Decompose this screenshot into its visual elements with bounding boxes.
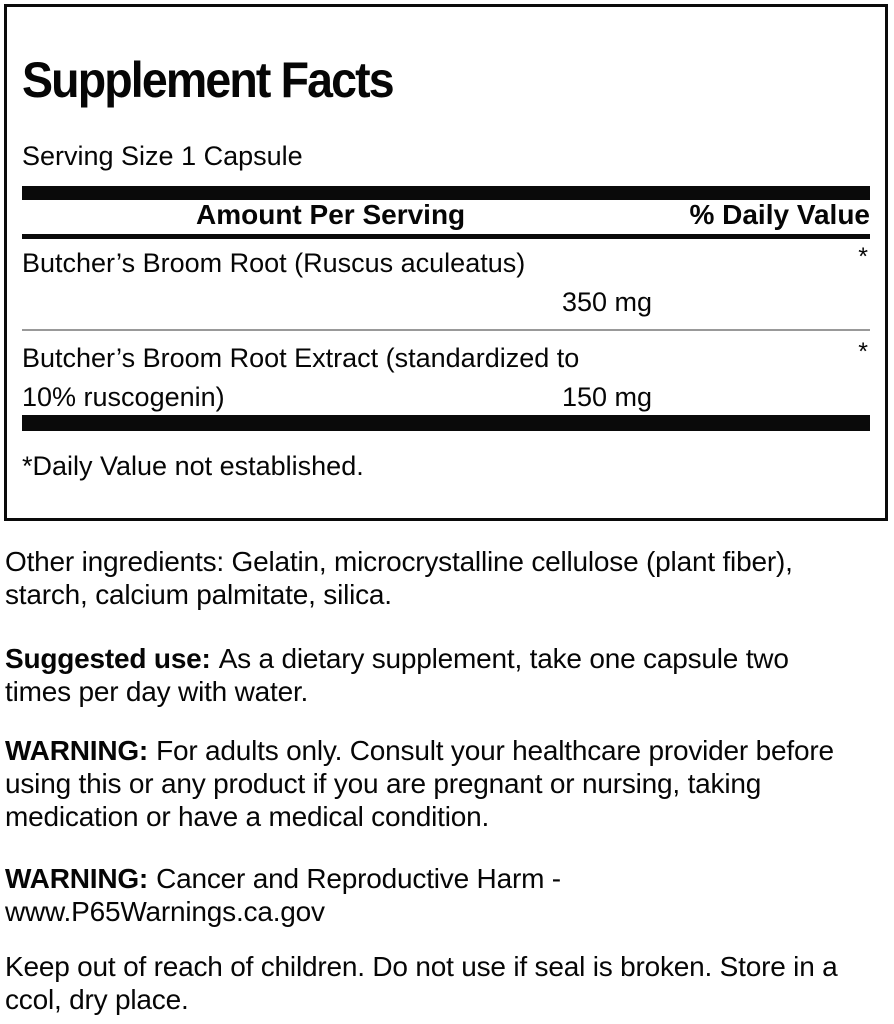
daily-value-header: % Daily Value xyxy=(689,199,870,230)
suggested-use-label: Suggested use: xyxy=(5,643,211,674)
separator-bar-thick-top xyxy=(22,186,870,200)
other-ingredients-text: Other ingredients: Gelatin, microcrystal… xyxy=(5,546,793,610)
warning-adults-body: For adults only. Consult your healthcare… xyxy=(5,735,834,832)
daily-value-asterisk: * xyxy=(858,338,868,366)
storage-instructions-text: Keep out of reach of children. Do not us… xyxy=(5,951,838,1015)
warning-p65-text: WARNING: Cancer and Reproductive Harm - w… xyxy=(5,862,665,928)
serving-size: Serving Size 1 Capsule xyxy=(22,141,303,171)
ingredient-amount-line: 350 mg xyxy=(22,286,652,319)
suggested-use-text: Suggested use: As a dietary supplement, t… xyxy=(5,642,857,708)
ingredient-amount: 350 mg xyxy=(561,287,652,317)
column-header-row: Amount Per Serving % Daily Value xyxy=(22,197,870,233)
panel-title: Supplement Facts xyxy=(22,52,395,108)
ingredient-row: Butcher’s Broom Root (Ruscus aculeatus) … xyxy=(22,243,870,319)
separator-bar-medium xyxy=(22,234,870,239)
daily-value-footnote: *Daily Value not established. xyxy=(22,451,364,481)
warning-p65-body: Cancer and Reproductive Harm - www.P65Wa… xyxy=(5,863,561,927)
ingredient-name-continued: 10% ruscogenin) xyxy=(22,382,225,412)
warning-adults-text: WARNING: For adults only. Consult your he… xyxy=(5,734,894,833)
daily-value-asterisk: * xyxy=(858,243,868,271)
amount-per-serving-header: Amount Per Serving xyxy=(196,199,466,230)
ingredient-row: Butcher’s Broom Root Extract (standardiz… xyxy=(22,338,870,414)
warning-label: WARNING: xyxy=(5,863,149,894)
row-divider-line xyxy=(22,329,870,331)
ingredient-name: Butcher’s Broom Root Extract (standardiz… xyxy=(22,343,580,373)
suggested-use-body: As a dietary supplement, take one capsul… xyxy=(5,643,789,707)
ingredient-amount: 150 mg xyxy=(561,382,652,412)
ingredient-name: Butcher’s Broom Root (Ruscus aculeatus) xyxy=(22,248,526,278)
warning-label: WARNING: xyxy=(5,735,149,766)
ingredient-amount-line: 10% ruscogenin) 150 mg xyxy=(22,381,652,414)
supplement-facts-panel: Supplement Facts Serving Size 1 Capsule … xyxy=(4,4,888,521)
separator-bar-thick-bottom xyxy=(22,415,870,431)
